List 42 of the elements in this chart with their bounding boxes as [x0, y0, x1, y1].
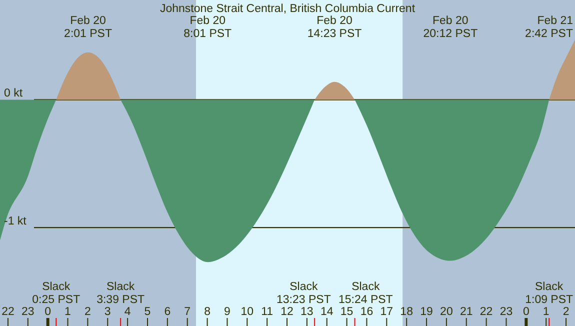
x-tick-label: 4: [124, 306, 132, 318]
annotation: Feb 20 2:01 PST: [64, 15, 112, 40]
x-tick-label: 20: [440, 306, 453, 318]
x-tick-label: 3: [104, 306, 111, 318]
annotation: Feb 20 20:12 PST: [423, 15, 478, 40]
annotation: Feb 20 14:23 PST: [307, 15, 362, 40]
x-tick-label: 23: [22, 306, 34, 318]
annotation: Slack 3:39 PST: [96, 281, 145, 306]
x-tick-label: 19: [420, 306, 433, 318]
x-tick-label: 5: [144, 306, 151, 318]
annotation: Slack 0:25 PST: [32, 281, 80, 306]
x-tick-label: 2: [84, 306, 91, 318]
x-tick-label: 23: [500, 306, 513, 318]
y-tick-label: -1 kt: [4, 216, 28, 228]
x-tick-label: 6: [164, 306, 171, 318]
x-tick-label: 18: [400, 306, 413, 318]
x-tick-label: 12: [280, 306, 294, 318]
annotation: Slack 1:09 PST: [525, 281, 574, 306]
x-tick-label: 15: [340, 306, 354, 318]
x-tick-label: 0: [522, 306, 530, 318]
x-tick-label: 11: [261, 306, 274, 318]
x-tick-label: 9: [224, 306, 230, 318]
x-tick-label: 7: [184, 306, 191, 318]
annotation: Slack 15:24 PST: [338, 281, 393, 306]
x-tick-label: 16: [360, 306, 374, 318]
x-tick-label: 17: [380, 306, 394, 318]
x-tick-label: 21: [460, 306, 473, 318]
annotation: Slack 13:23 PST: [276, 281, 331, 306]
x-tick-label: 1: [542, 306, 550, 318]
y-tick-label: 0 kt: [4, 88, 24, 100]
x-tick-label: 13: [300, 306, 314, 318]
x-tick-label: 2: [562, 306, 570, 318]
x-tick-label: 14: [320, 306, 334, 318]
x-tick-label: 8: [204, 306, 210, 318]
chart-title: Johnstone Strait Central, British Columbia Current: [160, 3, 416, 15]
x-tick-label: 22: [480, 306, 493, 318]
x-tick-label: 22: [2, 306, 14, 318]
x-tick-label: 0: [44, 306, 52, 318]
annotation: Feb 21 2:42 PST: [525, 15, 573, 40]
x-tick-label: 10: [240, 306, 254, 318]
x-tick-label: 1: [64, 306, 71, 318]
annotation: Feb 20 8:01 PST: [184, 15, 232, 40]
